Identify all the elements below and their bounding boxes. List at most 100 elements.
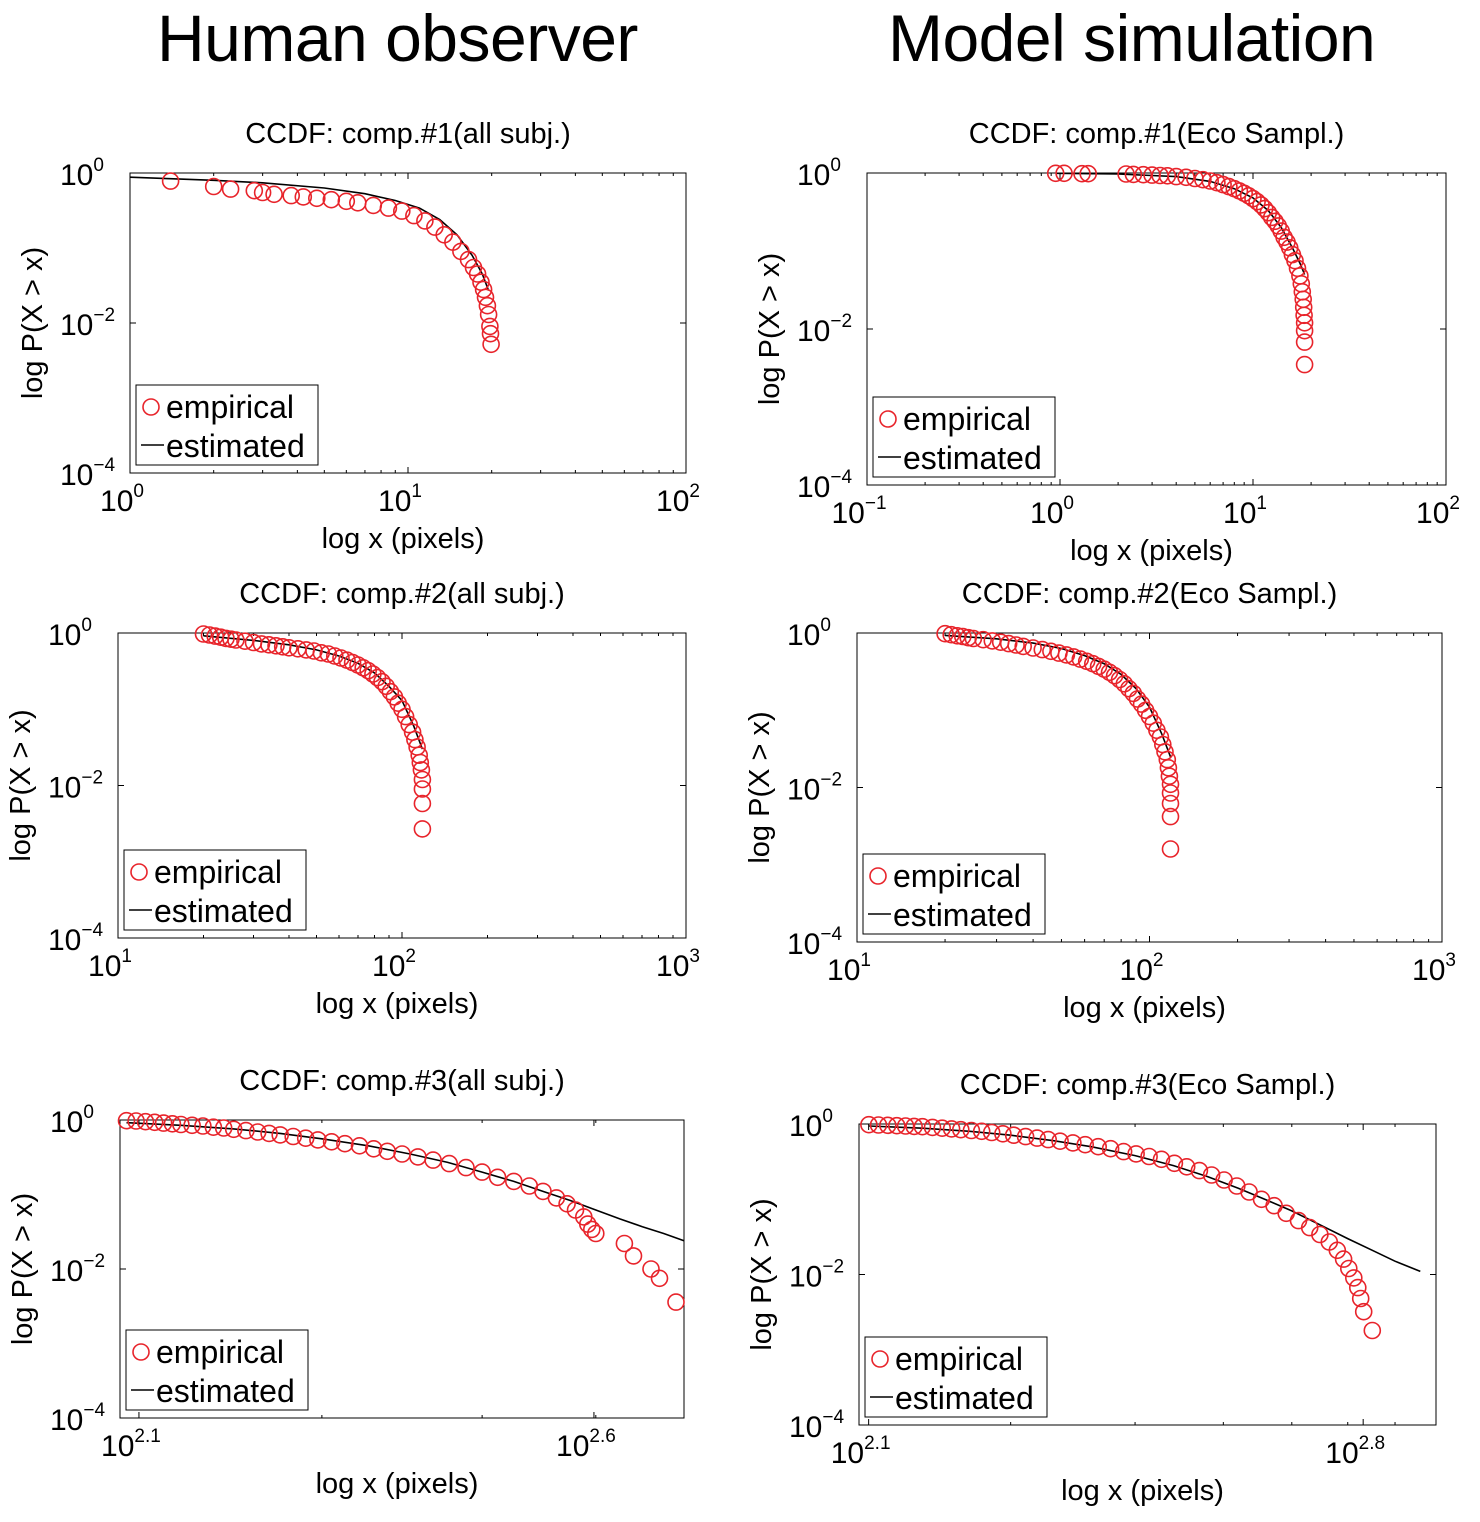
empirical-point: [172, 1115, 190, 1134]
empirical-point: [642, 1260, 660, 1278]
empirical-point: [1295, 355, 1314, 374]
chart-human-comp2: CCDF: comp.#2(all subj.) log x (pixels) lo…: [5, 578, 700, 1020]
empirical-point: [1051, 1132, 1069, 1150]
x-tick-label: 103: [656, 946, 700, 983]
empirical-point: [280, 638, 298, 657]
empirical-point: [1004, 1126, 1023, 1144]
y-tick-label: 10−2: [789, 1257, 844, 1294]
empirical-point: [1295, 333, 1314, 351]
empirical-point: [457, 1158, 475, 1177]
empirical-point: [1334, 1250, 1353, 1268]
empirical-point: [962, 1121, 981, 1140]
empirical-point: [650, 1269, 669, 1288]
empirical-point: [337, 192, 356, 211]
x-axis-label: log x (pixels): [316, 1468, 479, 1500]
empirical-point: [478, 296, 497, 315]
empirical-point: [887, 1116, 906, 1135]
empirical-point: [586, 1224, 605, 1243]
empirical-point: [136, 1112, 155, 1131]
legend-empirical-marker: [130, 863, 148, 881]
legend-estimated-label: estimated: [156, 1373, 295, 1409]
legend-empirical-label: empirical: [903, 401, 1031, 437]
y-tick-label: 10−2: [48, 768, 103, 805]
empirical-point: [942, 1120, 961, 1138]
empirical-point: [200, 626, 219, 644]
legend-empirical-marker: [869, 867, 887, 885]
x-axis-label: log x (pixels): [322, 523, 485, 555]
empirical-point: [294, 188, 313, 206]
x-tick-label: 102: [1416, 493, 1460, 530]
empirical-point: [1275, 228, 1293, 247]
empirical-point: [1110, 670, 1129, 689]
empirical-point: [221, 180, 240, 198]
empirical-point: [117, 1111, 136, 1130]
empirical-point: [392, 202, 411, 220]
empirical-point: [309, 1131, 327, 1149]
y-tick-label: 10−2: [50, 1251, 105, 1288]
empirical-point: [1046, 164, 1065, 183]
empirical-point: [1007, 636, 1025, 654]
empirical-point: [265, 185, 283, 204]
x-tick-label: 101: [88, 946, 132, 983]
empirical-point: [1161, 794, 1180, 813]
empirical-point: [359, 661, 378, 680]
empirical-point: [440, 1154, 459, 1173]
chart-title: CCDF: comp.#3(Eco Sampl.): [960, 1069, 1336, 1101]
y-axis-label: log P(X > x): [5, 709, 37, 861]
empirical-point: [1152, 1150, 1171, 1169]
empirical-point: [224, 1120, 243, 1139]
empirical-point: [1115, 674, 1134, 693]
empirical-point: [282, 186, 301, 205]
y-axis-label: log P(X > x): [17, 247, 49, 399]
empirical-point: [1079, 164, 1097, 183]
empirical-point: [1124, 165, 1143, 184]
empirical-point: [319, 645, 338, 663]
empirical-point: [1295, 313, 1314, 332]
empirical-point: [624, 1247, 643, 1265]
x-tick-label: 100: [100, 481, 144, 518]
y-axis-label: log P(X > x): [7, 1193, 39, 1345]
empirical-point: [248, 1123, 267, 1141]
empirical-point: [1161, 840, 1180, 858]
empirical-point: [237, 1121, 255, 1140]
empirical-point: [145, 1113, 164, 1132]
column-heading-model-simulation: Model simulation: [888, 1, 1376, 75]
empirical-point: [413, 780, 432, 798]
empirical-point: [204, 177, 223, 196]
legend-empirical-label: empirical: [166, 389, 294, 425]
x-tick-label: 101: [378, 481, 422, 518]
empirical-point: [1363, 1321, 1382, 1340]
y-tick-label: 10−4: [48, 920, 103, 957]
empirical-point: [260, 635, 278, 654]
y-tick-label: 10−4: [787, 924, 842, 961]
chart-model-comp2: CCDF: comp.#2(Eco Sampl.) log x (pixels) l…: [744, 578, 1456, 1024]
y-tick-label: 100: [787, 615, 831, 652]
empirical-point: [951, 1120, 970, 1139]
empirical-point: [1194, 170, 1212, 189]
empirical-point: [869, 1116, 888, 1134]
empirical-point: [307, 189, 326, 208]
empirical-point: [227, 631, 245, 649]
empirical-point: [1055, 164, 1073, 183]
y-tick-label: 10−4: [797, 467, 852, 504]
x-tick-label: 102.1: [101, 1426, 161, 1463]
empirical-point: [468, 265, 487, 283]
empirical-point: [933, 1119, 952, 1137]
y-tick-label: 10−4: [789, 1407, 844, 1444]
empirical-point: [381, 682, 400, 701]
empirical-point: [1028, 1129, 1046, 1147]
x-tick-label: 101: [1223, 493, 1267, 530]
y-tick-label: 100: [797, 155, 841, 192]
empirical-point: [322, 1133, 341, 1151]
legend-estimated-label: estimated: [903, 440, 1042, 476]
chart-human-comp1: CCDF: comp.#1(all subj.) log x (pixels) lo…: [17, 118, 700, 555]
empirical-point: [1016, 1127, 1035, 1146]
empirical-point: [1161, 807, 1180, 826]
empirical-point: [396, 707, 415, 726]
empirical-point: [473, 1163, 491, 1181]
chart-model-comp3: CCDF: comp.#3(Eco Sampl.) log x (pixels) l…: [746, 1069, 1437, 1507]
empirical-point: [476, 288, 495, 307]
empirical-point: [481, 317, 499, 336]
empirical-point: [1177, 1158, 1196, 1176]
empirical-point: [1134, 165, 1153, 184]
